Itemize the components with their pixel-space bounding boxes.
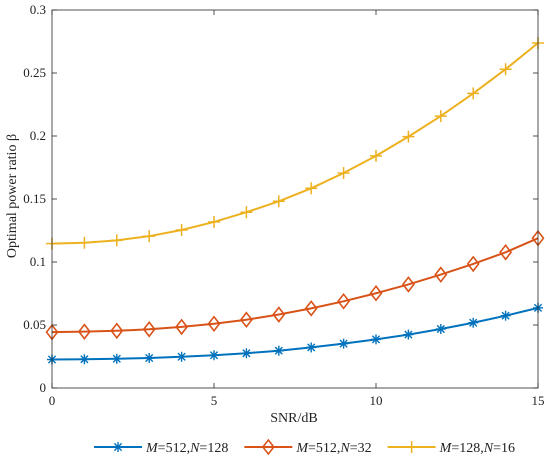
- legend-swatch-marker: [405, 441, 418, 453]
- y-tick-label: 0.25: [23, 65, 46, 80]
- legend-item-3: M=128,N=16: [387, 441, 515, 456]
- x-tick-label: 15: [532, 393, 545, 408]
- series-line-1: [51, 306, 539, 361]
- data-point: [370, 149, 382, 162]
- data-point: [403, 329, 414, 340]
- data-point: [337, 293, 351, 310]
- x-axis-label: SNR/dB: [270, 411, 317, 426]
- data-point: [337, 167, 350, 180]
- data-point: [208, 215, 220, 228]
- data-point: [468, 317, 479, 328]
- legend-swatch-marker: [113, 442, 123, 452]
- legend: M=512,N=128 M=512,N=32 M=128,N=16: [94, 438, 515, 456]
- x-tick-label: 0: [49, 393, 56, 408]
- data-point: [369, 284, 383, 302]
- data-point: [143, 230, 156, 243]
- y-tick-label: 0.1: [30, 254, 46, 269]
- legend-label: M=512,N=32: [295, 441, 371, 456]
- data-point: [79, 354, 90, 365]
- data-point: [239, 311, 253, 329]
- y-tick-label: 0: [40, 380, 47, 395]
- data-point: [338, 338, 349, 349]
- y-tick-label: 0.15: [23, 191, 46, 206]
- legend-item-1: M=512,N=128: [94, 441, 228, 456]
- data-point: [434, 110, 447, 123]
- data-point: [110, 234, 123, 247]
- data-point: [306, 342, 317, 353]
- data-point: [175, 223, 188, 236]
- data-point: [111, 353, 122, 364]
- data-point: [273, 345, 284, 356]
- data-point: [500, 310, 511, 321]
- data-point: [176, 351, 187, 362]
- y-axis-label: Optimal power ratio β: [5, 134, 20, 258]
- axes: 0 5 10 15 0 0.05 0.1 0.15 0.2 0.25 0.3: [23, 2, 544, 408]
- data-point: [434, 266, 448, 283]
- data-point: [466, 255, 480, 273]
- data-point: [402, 130, 415, 143]
- series-line-3: [51, 42, 539, 245]
- data-point: [305, 182, 318, 195]
- data-point: [110, 322, 124, 340]
- data-point: [499, 63, 512, 76]
- legend-swatch-marker: [261, 438, 275, 456]
- y-tick-label: 0.3: [30, 2, 46, 17]
- x-tick-label: 10: [370, 393, 383, 408]
- data-point: [175, 318, 189, 336]
- data-point: [499, 243, 513, 261]
- data-point: [467, 87, 480, 100]
- legend-label: M=512,N=128: [145, 441, 228, 456]
- data-point: [371, 334, 381, 345]
- data-point: [240, 206, 253, 219]
- legend-label: M=128,N=16: [439, 441, 515, 456]
- data-point: [435, 324, 446, 335]
- legend-item-2: M=512,N=32: [244, 438, 372, 456]
- data-point: [304, 300, 318, 317]
- y-tick-label: 0.05: [23, 317, 46, 332]
- data-point: [207, 315, 221, 333]
- x-tick-label: 5: [211, 393, 218, 408]
- data-point: [272, 195, 285, 208]
- data-point: [142, 320, 156, 338]
- data-point: [144, 353, 155, 364]
- data-point: [241, 348, 252, 359]
- data-point: [401, 276, 415, 293]
- plot-area: [45, 37, 545, 365]
- data-point: [272, 306, 286, 323]
- data-point: [209, 350, 219, 361]
- series-line-2: [51, 237, 539, 334]
- data-point: [77, 323, 91, 340]
- data-point: [78, 236, 91, 249]
- y-tick-label: 0.2: [30, 128, 46, 143]
